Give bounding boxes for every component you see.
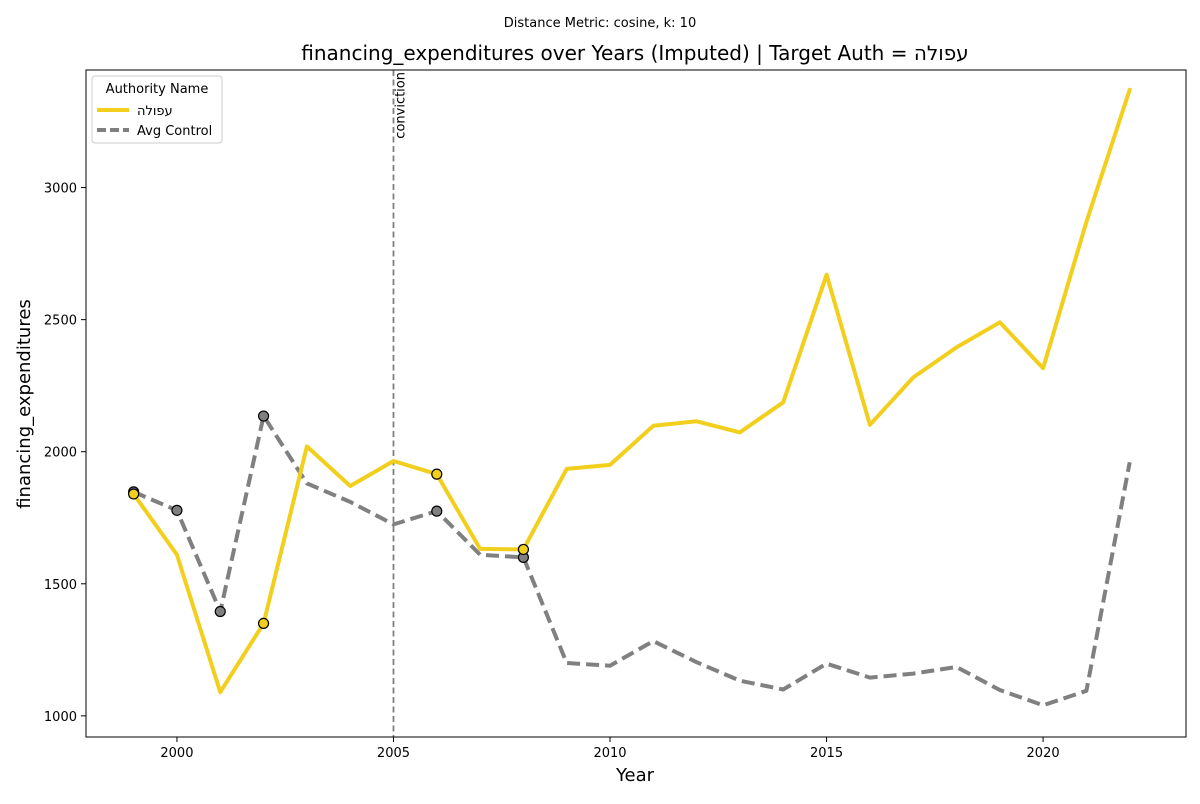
y-tick-label: 1500 [44,578,77,593]
y-tick-label: 1000 [44,710,77,725]
series-line-0 [131,87,1132,695]
x-tick-label: 2020 [1027,746,1060,761]
data-point-series0 [257,617,270,630]
chart-title: financing_expenditures over Years (Imput… [301,41,968,65]
x-axis-label: Year [615,765,655,786]
data-point-series1 [171,504,183,516]
y-tick-label: 3000 [44,182,77,197]
x-tick-label: 2015 [810,746,843,761]
x-tick-label: 2010 [593,746,626,761]
y-tick-label: 2500 [44,314,77,329]
data-point-series1 [431,505,443,517]
data-point-series0 [431,468,443,480]
legend-label-0: עפולה [137,104,173,119]
legend-title: Authority Name [106,82,209,97]
legend-label-1: Avg Control [137,124,212,139]
vline-label: conviction [393,72,408,139]
legend: Authority Name עפולה Avg Control [91,75,223,144]
y-axis-label: financing_expenditures [14,299,35,509]
x-tick-label: 2005 [377,746,410,761]
axes-frame [85,69,1187,738]
legend-box [91,75,223,144]
data-point-series0 [128,488,140,500]
series-line-1 [132,414,1132,708]
chart-suptitle: Distance Metric: cosine, k: 10 [504,16,696,31]
data-point-series1 [257,410,270,422]
x-tick-label: 2000 [160,746,193,761]
data-point-series0 [517,543,530,556]
plot-area: conviction 2000 2005 2010 2015 2020 1000 1500 20… [44,69,1187,761]
data-point-series1 [214,605,226,618]
y-tick-label: 2000 [44,446,77,461]
